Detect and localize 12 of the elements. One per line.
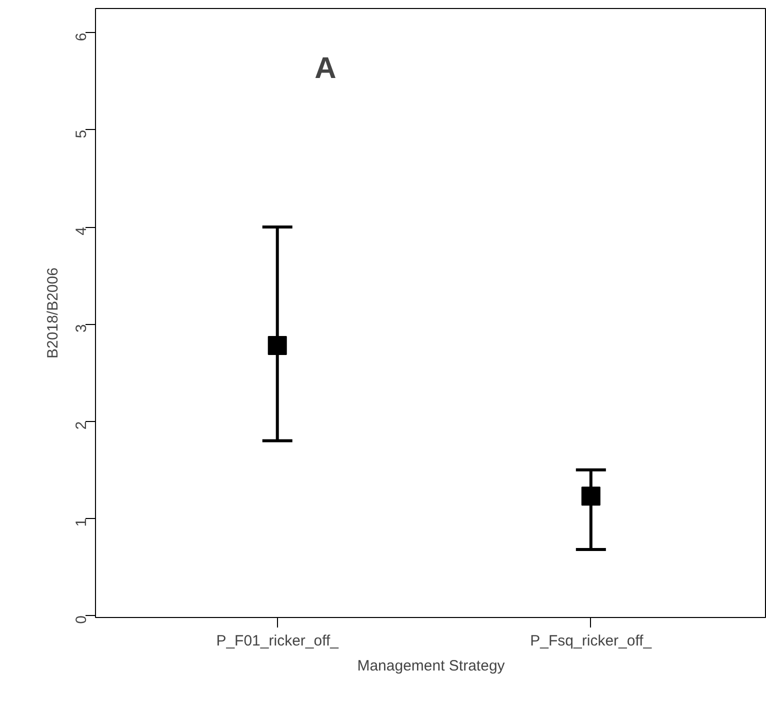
y-tick-label: 2	[73, 421, 90, 430]
y-tick-label: 5	[73, 130, 90, 138]
y-axis-title: B2018/B2006	[44, 268, 62, 358]
y-tick-label: 4	[73, 227, 90, 236]
y-tick-label: 1	[73, 518, 90, 527]
x-axis-title: Management Strategy	[357, 658, 506, 674]
y-tick-label: 3	[73, 324, 90, 333]
annotation: A	[314, 52, 336, 85]
x-tick-label: P_Fsq_ricker_off_	[530, 632, 652, 650]
x-tick-label: P_F01_ricker_off_	[216, 632, 340, 650]
y-tick-label: 6	[73, 32, 90, 42]
y-tick-label: 0	[73, 616, 90, 624]
